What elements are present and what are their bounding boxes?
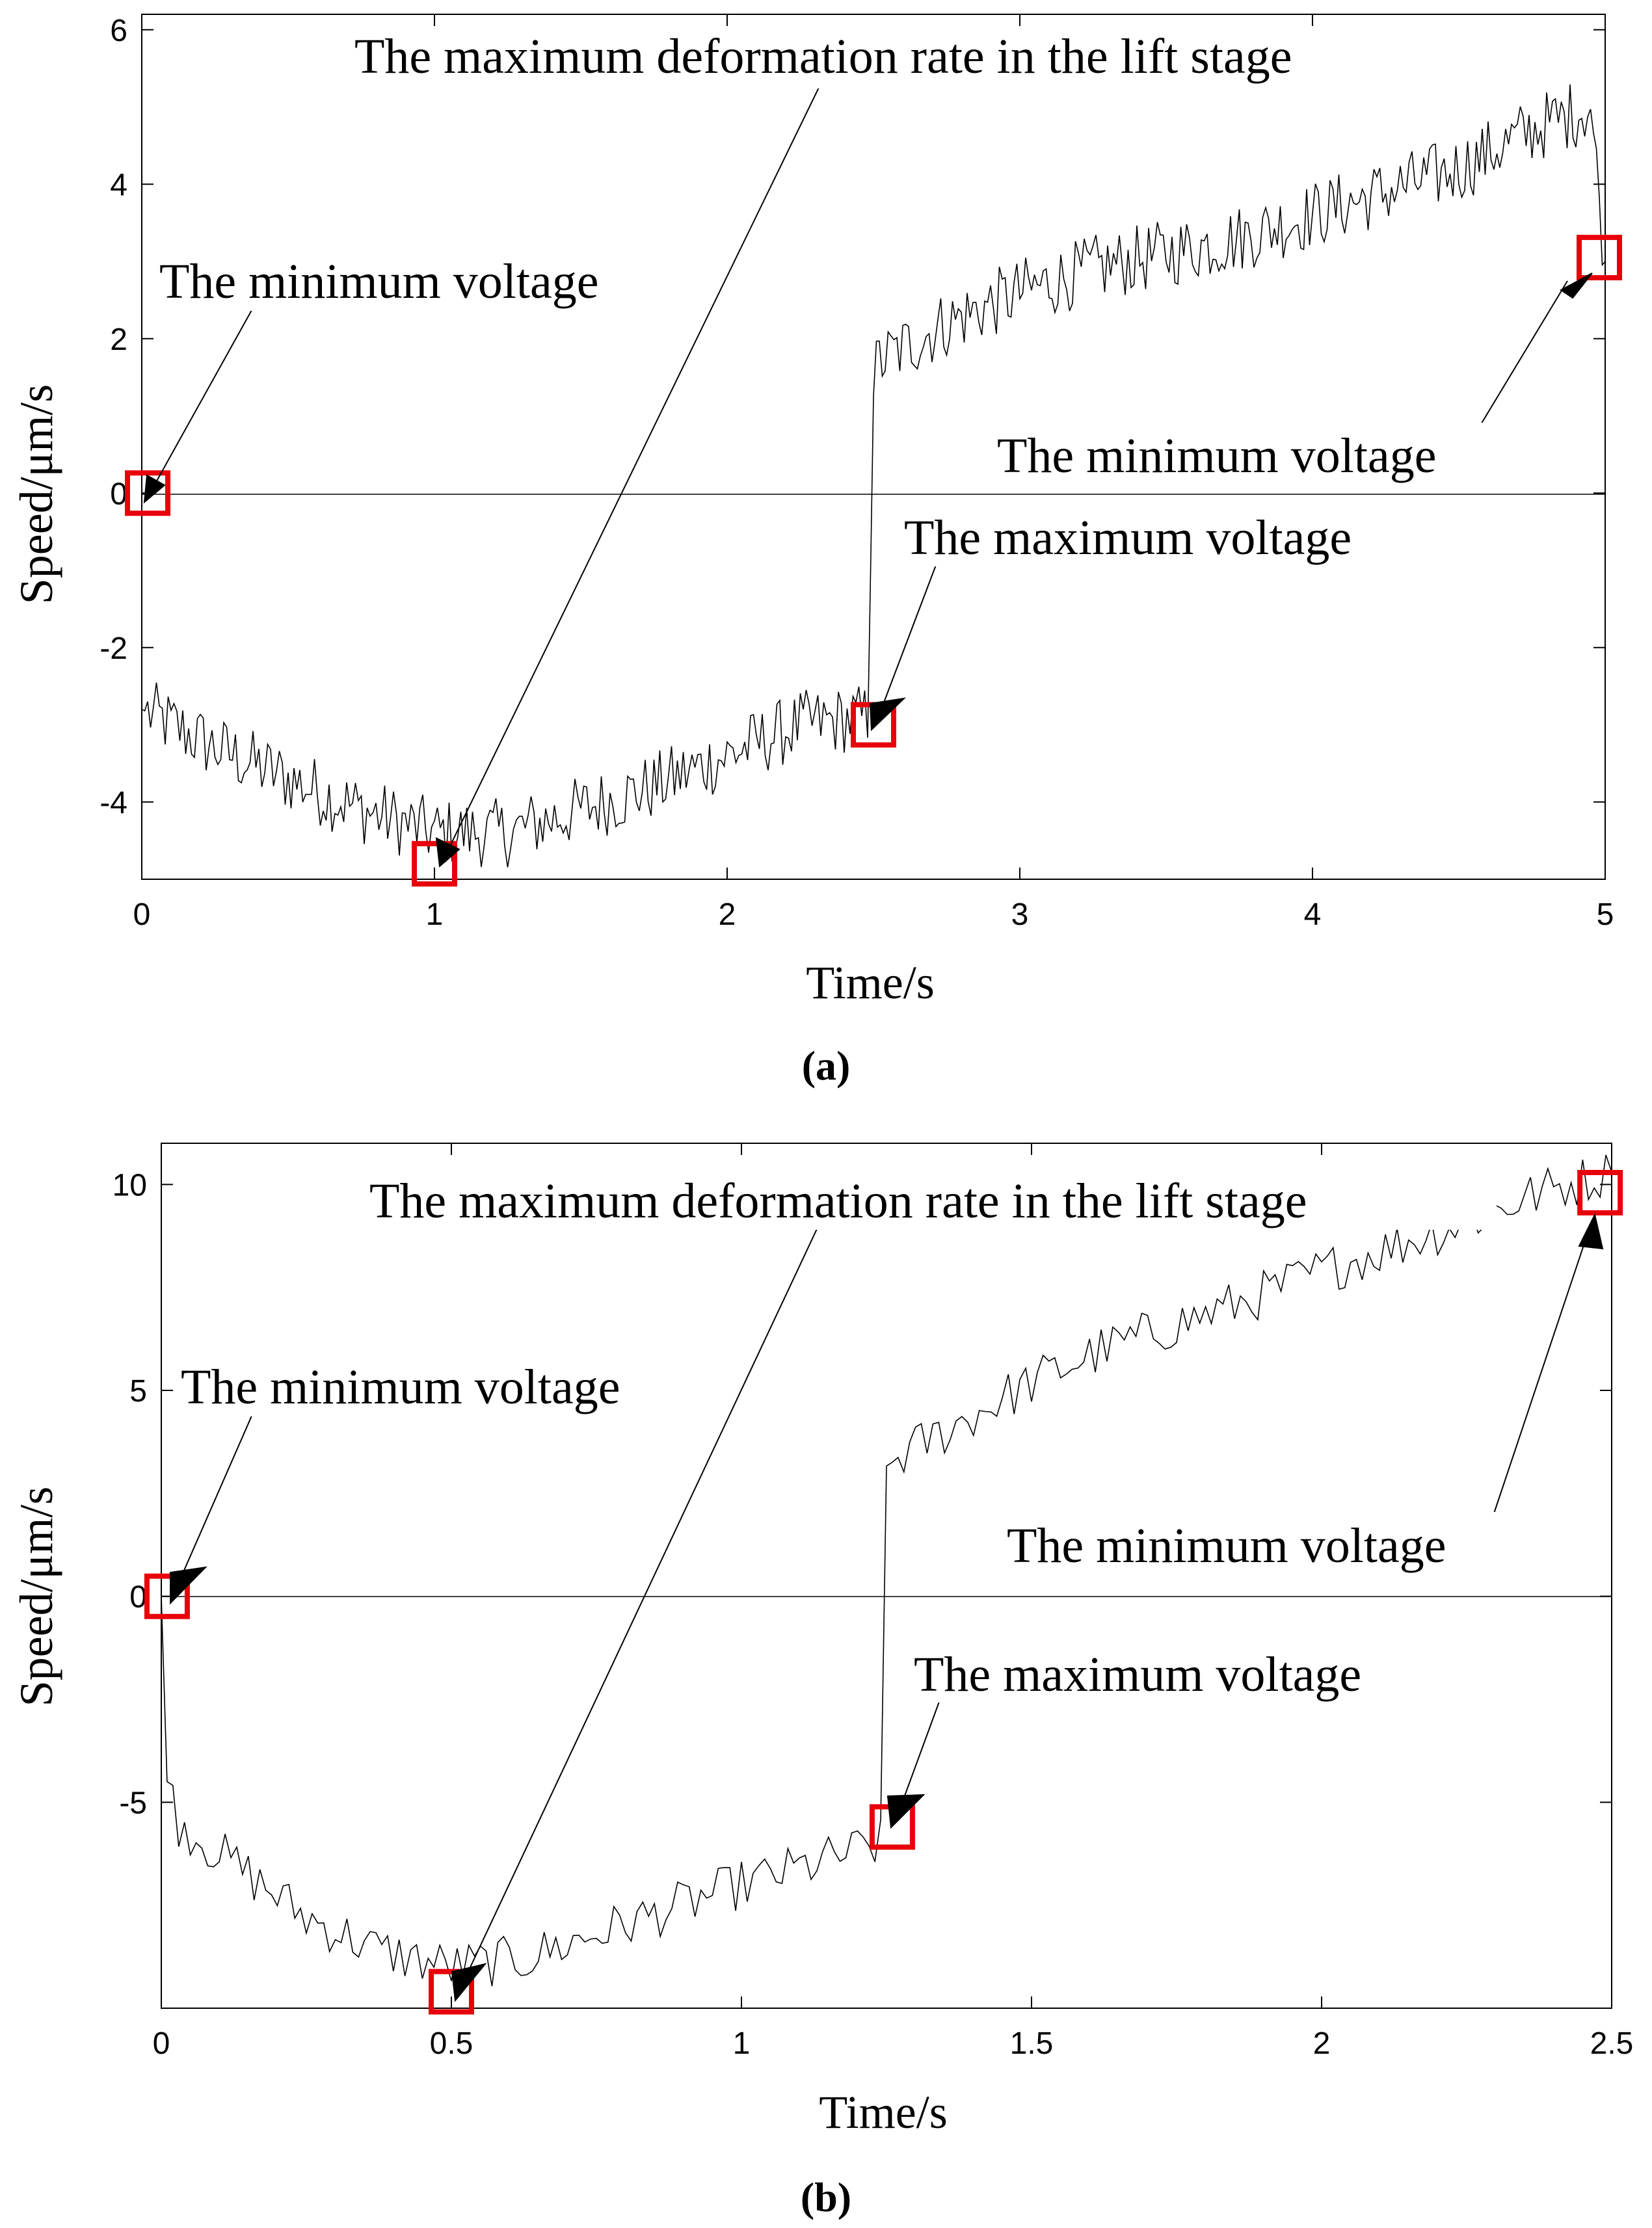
marker-min-voltage-end: [1577, 235, 1622, 281]
arrow-line-a-minend: [1480, 280, 1568, 426]
annotation-arrows-b: [170, 1209, 1604, 2002]
arrowhead-a-minend: [1560, 272, 1593, 299]
arrow-line-b-maxdef: [465, 1209, 827, 1978]
arrowhead-a-maxvolt: [869, 697, 906, 732]
x-tick-label: 0: [133, 897, 151, 932]
arrowhead-b-minstart: [170, 1566, 207, 1605]
marker-min-voltage-end: [1577, 1170, 1623, 1215]
marker-max-deformation-rate: [412, 841, 457, 887]
x-ticks-b: 0 0.5 1 1.5 2 2.5: [153, 1143, 1634, 2061]
x-tick-label: 0.5: [430, 2026, 473, 2061]
annotation-a-min-voltage-start: The minimum voltage: [159, 254, 598, 309]
x-tick-label: 0: [153, 2026, 170, 2061]
x-tick-label: 1: [426, 897, 444, 932]
y-tick-label: 0: [110, 477, 127, 511]
x-tick-label: 3: [1011, 897, 1029, 932]
marker-min-voltage-start: [144, 1573, 190, 1619]
plot-frame-a: [141, 14, 1606, 880]
annotation-b-min-voltage-end: The minimum voltage: [1007, 1518, 1446, 1573]
y-ticks-a: -4 -2 0 2 4 6: [100, 14, 1605, 820]
y-axis-label-b: Speed/μm/s: [10, 1487, 62, 1707]
arrow-line-a-minstart: [152, 304, 256, 490]
y-ticks-b: -5 0 5 10: [113, 1168, 1612, 1820]
arrow-line-b-minstart: [176, 1399, 260, 1587]
y-tick-label: -5: [119, 1786, 147, 1820]
x-ticks-a: 0 1 2 3 4 5: [133, 14, 1614, 932]
series-b: [161, 1154, 1612, 1987]
panel-caption-a: (a): [802, 1042, 851, 1089]
arrow-line-a-maxvolt: [881, 551, 942, 708]
series-line-speed: [161, 1154, 1612, 1987]
y-tick-label: -4: [100, 786, 127, 820]
panel-a: 0 1 2 3 4 5 -4 -2 0 2 4 6 The maximum deformation …: [10, 14, 1622, 1089]
x-axis-label-b: Time/s: [819, 2086, 947, 2138]
x-tick-label: 1: [733, 2026, 751, 2061]
y-tick-label: 0: [129, 1580, 147, 1615]
y-tick-label: 6: [110, 14, 127, 48]
arrowhead-b-minend: [1578, 1213, 1604, 1250]
annotation-arrows-a: [143, 72, 1593, 868]
arrow-line-b-maxvolt: [901, 1687, 945, 1805]
annotation-a-max-deformation: The maximum deformation rate in the lift…: [354, 29, 1292, 84]
x-tick-label: 2.5: [1590, 2026, 1634, 2061]
y-tick-label: 2: [110, 323, 127, 357]
arrowhead-a-maxdef: [435, 837, 460, 868]
x-tick-label: 1.5: [1010, 2026, 1054, 2061]
x-axis-label-a: Time/s: [806, 957, 934, 1009]
arrow-line-a-maxdef: [448, 72, 827, 849]
annotation-b-max-deformation: The maximum deformation rate in the lift…: [369, 1174, 1307, 1228]
arrowhead-b-maxdef: [451, 1963, 487, 2002]
y-axis-label-a: Speed/μm/s: [10, 384, 62, 605]
y-tick-label: 10: [113, 1168, 147, 1202]
x-tick-label: 4: [1304, 897, 1322, 932]
arrow-line-b-minend: [1489, 1235, 1588, 1528]
panel-caption-b: (b): [801, 2174, 851, 2220]
annotation-b-max-voltage: The maximum voltage: [914, 1647, 1361, 1702]
annotation-a-min-voltage-end: The minimum voltage: [997, 429, 1436, 483]
x-tick-label: 5: [1597, 897, 1614, 932]
x-tick-label: 2: [1313, 2026, 1331, 2061]
y-tick-label: 5: [129, 1374, 147, 1409]
arrowhead-b-maxvolt: [886, 1794, 926, 1829]
arrowhead-a-minstart: [143, 474, 166, 504]
x-tick-label: 2: [719, 897, 736, 932]
annotation-a-max-voltage: The maximum voltage: [904, 511, 1352, 565]
series-line-speed: [141, 84, 1606, 868]
marker-min-voltage-start: [125, 470, 170, 516]
series-a: [141, 84, 1606, 868]
y-tick-label: -2: [100, 631, 127, 666]
annotation-b-min-voltage-start: The minimum voltage: [181, 1360, 620, 1414]
panel-b: 0 0.5 1 1.5 2 2.5 -5 0 5 10 The maximum deformat…: [10, 1143, 1633, 2220]
y-tick-label: 4: [110, 168, 127, 202]
